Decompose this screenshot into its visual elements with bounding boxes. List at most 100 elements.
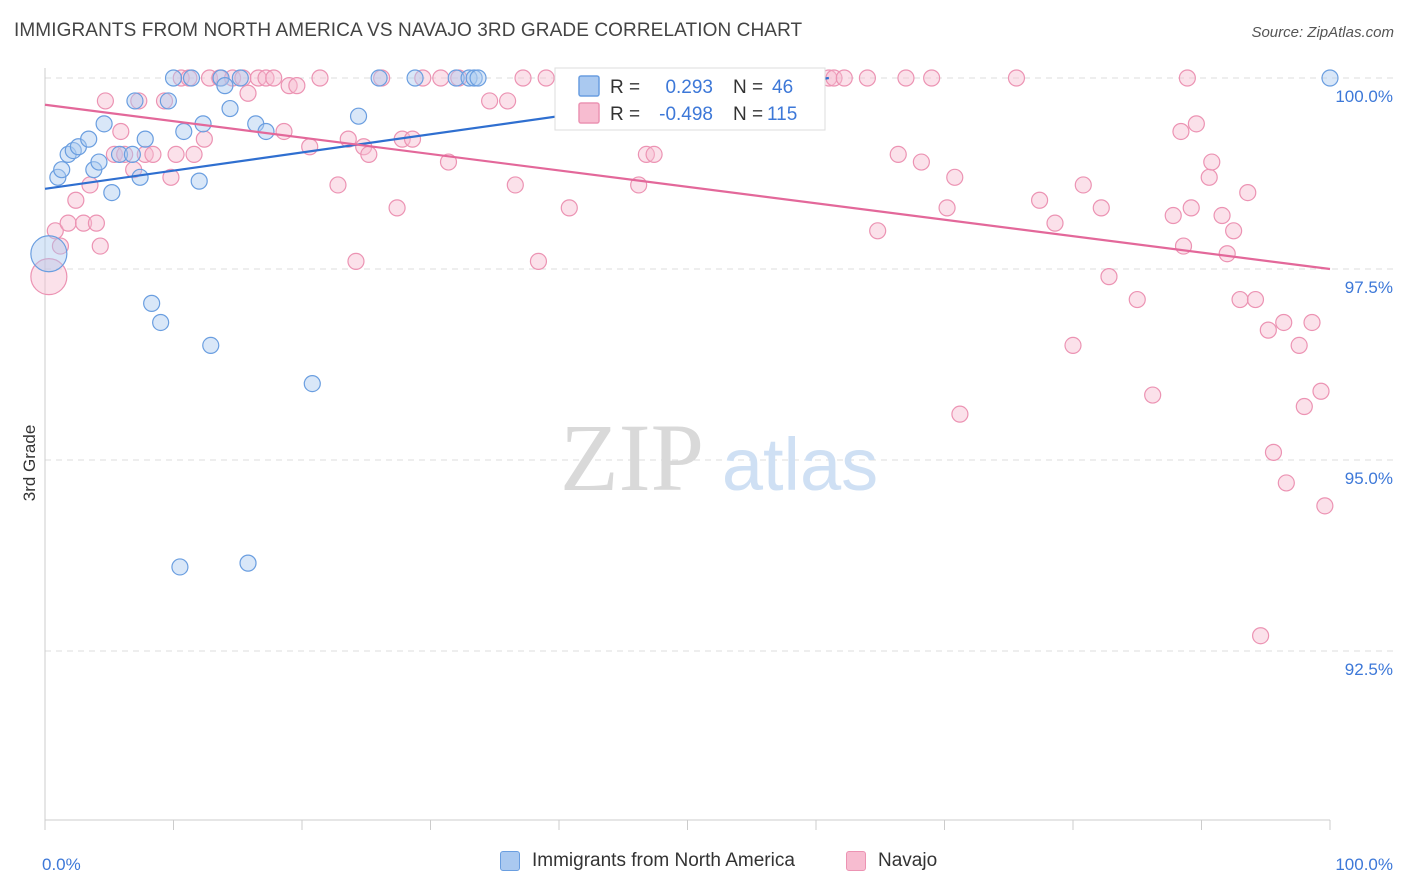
immigrants-point: [103, 184, 121, 202]
navajo-point: [645, 145, 663, 163]
immigrants-point: [460, 69, 478, 87]
immigrants-point: [136, 130, 154, 148]
navajo-point: [1246, 290, 1265, 309]
stats-r-label-pink: R =: [610, 104, 640, 125]
stats-legend-swatch-pink: [578, 102, 600, 124]
navajo-point: [1295, 397, 1313, 416]
stats-n-label-pink: N =: [733, 104, 763, 125]
navajo-point: [1275, 313, 1293, 332]
navajo-point: [923, 69, 941, 87]
stats-r-value-pink: -0.498: [659, 104, 713, 125]
y-tick-label: 100.0%: [1335, 87, 1393, 106]
navajo-point: [1225, 222, 1243, 240]
navajo-point: [1213, 206, 1231, 225]
immigrants-point: [152, 313, 170, 332]
navajo-point: [1164, 206, 1182, 225]
immigrants-point: [53, 161, 71, 179]
immigrants-point: [80, 130, 98, 148]
navajo-point: [112, 122, 130, 141]
immigrants-point: [469, 69, 487, 87]
immigrants-point: [110, 145, 129, 163]
immigrants-point: [164, 69, 183, 87]
immigrants-point: [447, 69, 465, 87]
navajo-point: [514, 69, 532, 87]
navajo-point: [1128, 290, 1146, 309]
navajo-point: [1144, 386, 1162, 404]
navajo-point: [1312, 382, 1330, 400]
x-tick-label: 0.0%: [42, 855, 81, 874]
navajo-point: [560, 199, 578, 217]
x-tick-labels: 0.0% 100.0%: [42, 855, 1393, 874]
navajo-point: [155, 92, 174, 110]
navajo-point: [388, 199, 406, 217]
navajo-point: [481, 92, 499, 110]
navajo-point: [265, 69, 283, 87]
navajo-point: [360, 145, 378, 163]
immigrants-point: [126, 92, 144, 110]
immigrants-point: [465, 69, 483, 87]
immigrants-point: [370, 69, 388, 87]
navajo-point: [239, 84, 257, 102]
immigrants-point: [123, 145, 141, 163]
immigrants-point: [30, 235, 68, 273]
y-tick-label: 95.0%: [1345, 469, 1393, 488]
navajo-point: [167, 145, 185, 163]
navajo-point: [1074, 176, 1092, 194]
immigrants-point: [131, 168, 149, 186]
navajo-point: [1316, 497, 1334, 515]
navajo-point: [1064, 336, 1082, 354]
navajo-point: [87, 214, 106, 232]
series-legend: Immigrants from North America Navajo: [0, 850, 1406, 880]
immigrants-point: [182, 69, 201, 87]
legend-item-navajo[interactable]: Navajo: [846, 850, 937, 872]
navajo-point: [439, 153, 458, 171]
immigrants-point: [171, 558, 189, 576]
navajo-point: [1187, 115, 1205, 133]
navajo-point: [1277, 474, 1295, 492]
navajo-point: [946, 168, 964, 186]
navajo-point: [951, 405, 969, 423]
navajo-point: [1030, 191, 1049, 209]
navajo-point: [835, 69, 853, 87]
axes: [44, 68, 1331, 830]
legend-swatch-pink: [846, 851, 866, 871]
navajo-point: [195, 130, 213, 148]
immigrants-point: [202, 336, 220, 354]
y-axis-label: 3rd Grade: [20, 425, 39, 502]
legend-item-immigrants[interactable]: Immigrants from North America: [500, 850, 795, 872]
navajo-point: [1264, 443, 1283, 461]
navajo-point: [130, 92, 148, 110]
navajo-point: [1182, 199, 1200, 217]
watermark: ZIP atlas: [560, 404, 878, 511]
navajo-point: [1200, 168, 1218, 186]
immigrants-point: [143, 294, 161, 312]
navajo-point: [889, 145, 907, 163]
immigrants-point: [95, 115, 113, 133]
immigrants-point: [1321, 69, 1339, 87]
navajo-point: [1218, 245, 1236, 263]
watermark-zip: ZIP: [560, 404, 704, 511]
x-tick-label: 100.0%: [1335, 855, 1393, 874]
navajo-point: [938, 199, 956, 217]
immigrants-point: [175, 122, 193, 141]
navajo-trend-line: [44, 103, 1331, 271]
immigrants-point: [239, 554, 257, 572]
navajo-point: [162, 168, 180, 186]
navajo-point: [96, 92, 114, 110]
navajo-point: [1290, 336, 1308, 354]
y-tick-label: 97.5%: [1345, 278, 1393, 297]
navajo-point: [403, 130, 422, 148]
navajo-point: [869, 222, 887, 240]
navajo-point: [30, 258, 68, 296]
navajo-point: [67, 191, 85, 209]
navajo-point: [46, 222, 64, 240]
navajo-point: [858, 69, 877, 87]
navajo-point: [897, 69, 915, 87]
stats-n-label-blue: N =: [733, 77, 763, 98]
navajo-point: [185, 145, 203, 163]
legend-label-immigrants: Immigrants from North America: [532, 850, 795, 871]
immigrants-point: [159, 92, 177, 110]
legend-swatch-blue: [500, 851, 520, 871]
navajo-point: [912, 153, 930, 171]
stats-legend-frame: [554, 67, 826, 131]
